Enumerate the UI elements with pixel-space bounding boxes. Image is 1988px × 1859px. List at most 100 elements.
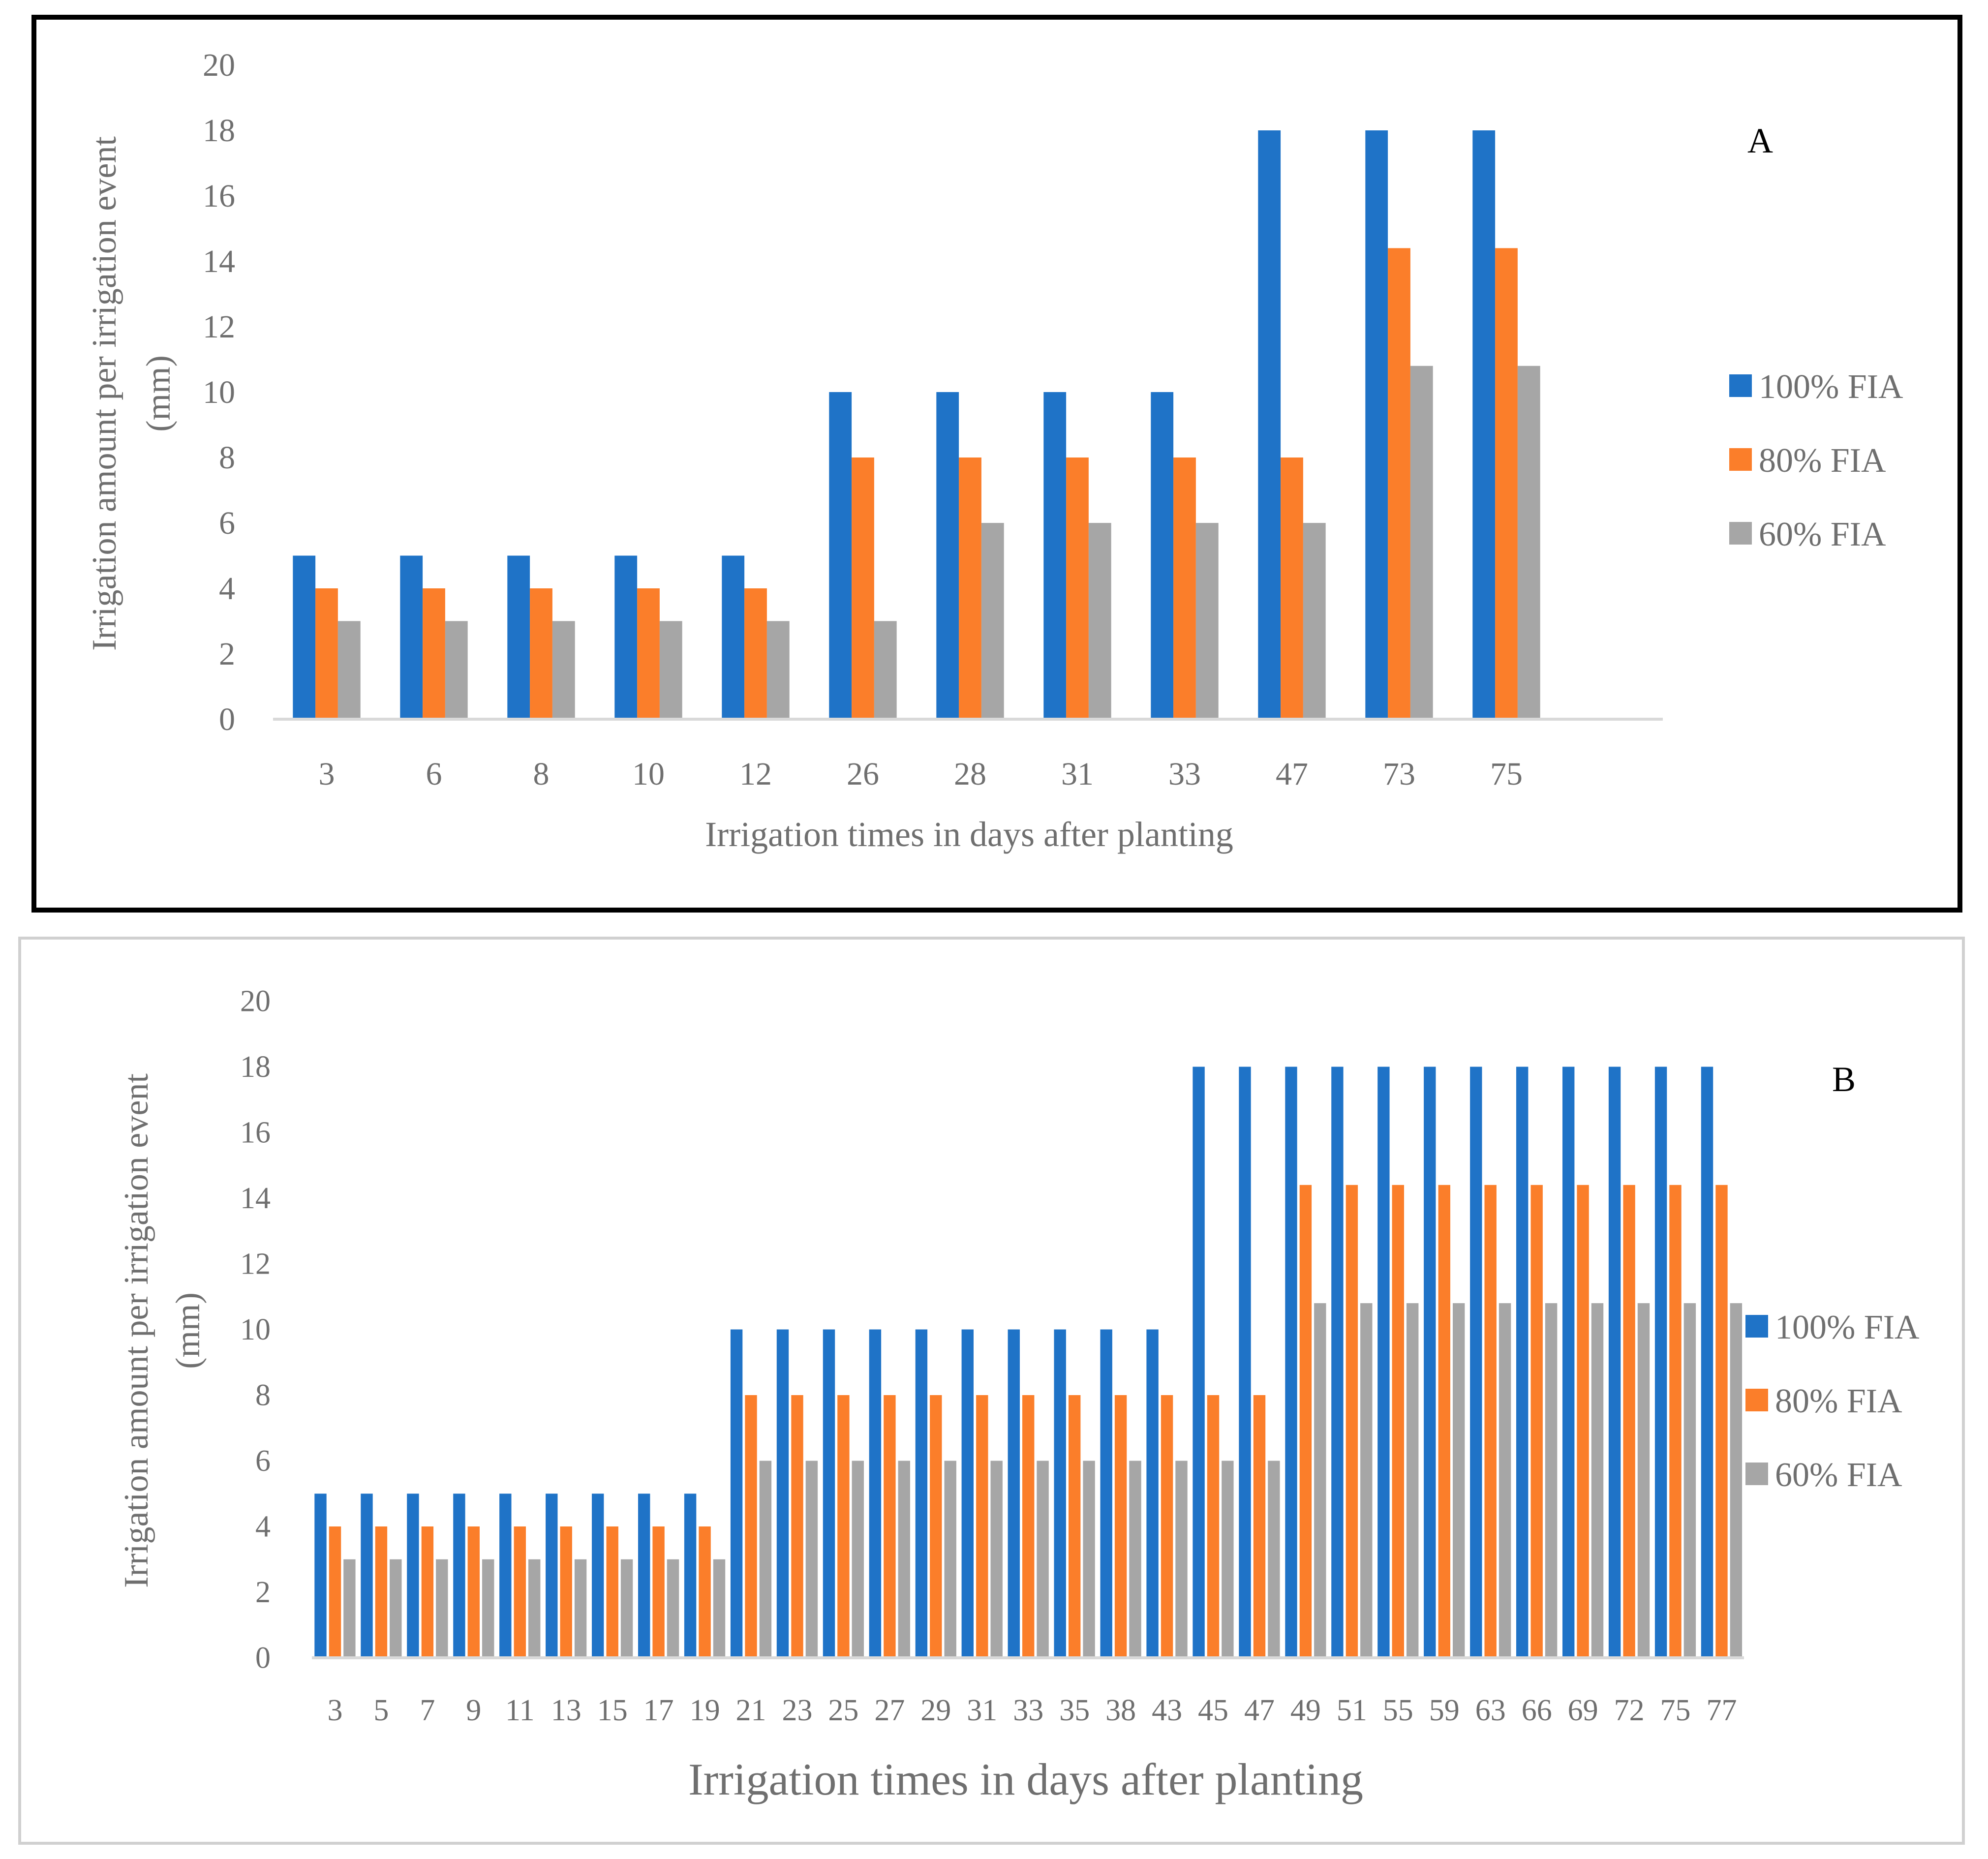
bar-b-47-s1 xyxy=(1239,1067,1251,1658)
panel-b-ylabel-line1: Irrigation amount per irrigation event xyxy=(118,1073,155,1588)
legend-label-1: 100% FIA xyxy=(1759,368,1903,406)
bar-b-25-s3 xyxy=(852,1461,864,1658)
y-tick-label: 12 xyxy=(203,309,235,345)
x-tick-label: 29 xyxy=(920,1694,951,1727)
legend-label-3: 60% FIA xyxy=(1759,516,1886,553)
x-tick-label: 17 xyxy=(643,1694,674,1727)
bar-b-47-s3 xyxy=(1268,1461,1280,1658)
bar-b-13-s3 xyxy=(574,1559,587,1658)
y-tick-label: 0 xyxy=(219,701,235,737)
bar-b-3-s2 xyxy=(329,1526,341,1658)
bar-a-31-s2 xyxy=(1066,457,1089,719)
bar-b-35-s3 xyxy=(1083,1461,1095,1658)
legend-swatch-2 xyxy=(1729,448,1752,471)
y-tick-label: 18 xyxy=(240,1050,271,1084)
bar-b-23-s3 xyxy=(805,1461,818,1658)
y-tick-label: 20 xyxy=(240,985,271,1018)
x-tick-label: 63 xyxy=(1475,1694,1506,1727)
bar-b-49-s2 xyxy=(1299,1185,1312,1658)
y-tick-label: 2 xyxy=(255,1576,271,1609)
bar-a-10-s2 xyxy=(637,588,660,719)
bar-b-35-s1 xyxy=(1054,1329,1066,1658)
x-tick-label: 69 xyxy=(1568,1694,1598,1727)
bar-b-17-s2 xyxy=(652,1526,665,1658)
bar-b-17-s1 xyxy=(638,1493,650,1658)
bar-a-33-s2 xyxy=(1173,457,1196,719)
x-tick-label: 73 xyxy=(1383,756,1415,792)
bar-b-9-s1 xyxy=(453,1493,465,1658)
legend-swatch-1 xyxy=(1729,374,1752,397)
bar-b-59-s1 xyxy=(1424,1067,1436,1658)
bar-b-66-s3 xyxy=(1545,1303,1558,1658)
bar-a-8-s2 xyxy=(530,588,552,719)
bar-a-75-s2 xyxy=(1495,248,1518,719)
panel-b-bars xyxy=(314,1067,1743,1658)
bar-a-3-s2 xyxy=(315,588,338,719)
bar-a-31-s3 xyxy=(1088,523,1111,719)
x-tick-label: 11 xyxy=(505,1694,535,1727)
bar-b-21-s1 xyxy=(730,1329,743,1658)
bar-b-38-s2 xyxy=(1114,1395,1127,1658)
panel-b-y-ticks: 0 2 4 6 8 10 12 14 16 18 20 xyxy=(240,985,271,1675)
bar-b-33-s1 xyxy=(1008,1329,1020,1658)
legend-label-2: 80% FIA xyxy=(1775,1382,1902,1420)
bar-b-69-s3 xyxy=(1591,1303,1604,1658)
bar-b-21-s2 xyxy=(745,1395,757,1658)
bar-b-51-s1 xyxy=(1331,1067,1344,1658)
bar-a-28-s2 xyxy=(959,457,981,719)
y-tick-label: 20 xyxy=(203,47,235,83)
bar-a-12-s1 xyxy=(722,555,745,719)
panel-a-label: A xyxy=(1747,121,1773,160)
panel-a-legend: 100% FIA 80% FIA 60% FIA xyxy=(1729,368,1903,553)
bar-a-8-s3 xyxy=(552,621,575,719)
bar-b-29-s3 xyxy=(944,1461,956,1658)
x-tick-label: 66 xyxy=(1522,1694,1552,1727)
x-tick-label: 75 xyxy=(1490,756,1523,792)
bar-a-6-s2 xyxy=(423,588,445,719)
bar-b-63-s1 xyxy=(1470,1067,1482,1658)
bar-b-31-s1 xyxy=(961,1329,974,1658)
legend-swatch-3 xyxy=(1745,1463,1768,1485)
panel-a-border xyxy=(31,15,1962,913)
x-tick-label: 3 xyxy=(328,1694,343,1727)
bar-b-75-s2 xyxy=(1669,1185,1682,1658)
bar-b-51-s2 xyxy=(1346,1185,1358,1658)
x-tick-label: 49 xyxy=(1290,1694,1321,1727)
bar-a-3-s3 xyxy=(337,621,361,719)
x-tick-label: 75 xyxy=(1660,1694,1691,1727)
bar-b-11-s2 xyxy=(514,1526,526,1658)
bar-b-77-s1 xyxy=(1701,1067,1713,1658)
bar-a-33-s3 xyxy=(1195,523,1219,719)
x-tick-label: 9 xyxy=(466,1694,481,1727)
legend-swatch-2 xyxy=(1745,1389,1768,1411)
x-tick-label: 47 xyxy=(1276,756,1308,792)
bar-b-19-s2 xyxy=(699,1526,711,1658)
bar-b-15-s3 xyxy=(620,1559,633,1658)
x-tick-label: 33 xyxy=(1013,1694,1043,1727)
bar-b-75-s1 xyxy=(1654,1067,1667,1658)
bar-a-12-s3 xyxy=(766,621,790,719)
y-tick-label: 16 xyxy=(240,1116,271,1150)
bar-b-72-s2 xyxy=(1623,1185,1635,1658)
bar-b-9-s2 xyxy=(467,1526,480,1658)
panel-a-ylabel-line1: Irrigation amount per irrigation event xyxy=(86,136,123,651)
x-tick-label: 31 xyxy=(1061,756,1094,792)
bar-b-7-s1 xyxy=(407,1493,419,1658)
x-tick-label: 27 xyxy=(874,1694,905,1727)
bar-a-3-s1 xyxy=(293,555,316,719)
bar-b-31-s3 xyxy=(990,1461,1003,1658)
bar-b-25-s1 xyxy=(823,1329,835,1658)
bar-b-33-s3 xyxy=(1037,1461,1049,1658)
x-tick-label: 3 xyxy=(319,756,335,792)
bar-b-25-s2 xyxy=(837,1395,850,1658)
bar-a-12-s2 xyxy=(744,588,767,719)
y-tick-label: 2 xyxy=(219,636,235,672)
bar-b-13-s2 xyxy=(560,1526,572,1658)
panel-b-legend: 100% FIA 80% FIA 60% FIA xyxy=(1745,1309,1920,1494)
bar-b-63-s3 xyxy=(1499,1303,1511,1658)
legend-label-3: 60% FIA xyxy=(1775,1456,1902,1494)
bar-b-19-s3 xyxy=(713,1559,726,1658)
bar-a-31-s1 xyxy=(1043,392,1067,719)
